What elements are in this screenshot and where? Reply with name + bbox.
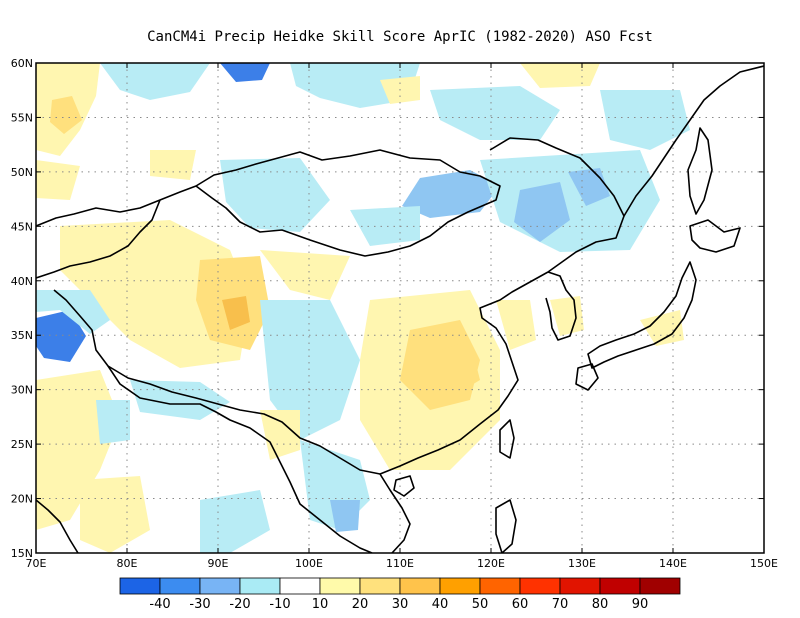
colorbar-label: 50 — [472, 597, 489, 612]
colorbar-label: -10 — [269, 597, 290, 612]
y-tick-label: 20N — [11, 493, 33, 506]
skill-patch — [330, 500, 360, 532]
taiwan — [499, 419, 515, 459]
y-tick-label: 50N — [11, 166, 33, 179]
y-tick-label: 15N — [11, 547, 33, 560]
x-tick-label: 130E — [568, 557, 596, 570]
colorbar-swatch — [359, 577, 401, 595]
china-southwest-border — [53, 289, 381, 475]
colorbar-label: -40 — [149, 597, 170, 612]
y-tick-label: 30N — [11, 384, 33, 397]
indochina-coast — [379, 473, 411, 553]
colorbar-label: 10 — [312, 597, 329, 612]
y-tick-label: 40N — [11, 275, 33, 288]
axis-ticks — [35, 62, 765, 554]
colorbar-label: 40 — [432, 597, 449, 612]
china-northeast-border — [489, 137, 625, 273]
japan-kyushu — [575, 363, 599, 391]
colorbar-swatch — [399, 577, 441, 595]
x-tick-label: 110E — [386, 557, 414, 570]
skill-patch — [600, 90, 690, 150]
skill-patch — [220, 158, 330, 232]
colorbar-swatch — [559, 577, 601, 595]
colorbar-label: 60 — [512, 597, 529, 612]
skill-patch — [260, 410, 300, 460]
colorbar-swatch — [239, 577, 281, 595]
hainan — [393, 475, 415, 497]
skill-patch — [430, 86, 560, 140]
skill-patch — [514, 182, 570, 242]
colorbar-label: 90 — [632, 597, 649, 612]
skill-patch — [36, 160, 80, 200]
skill-patch — [496, 300, 536, 350]
skill-patch — [150, 150, 196, 180]
y-tick-label: 55N — [11, 111, 33, 124]
x-tick-label: 90E — [208, 557, 229, 570]
colorbar-swatch — [439, 577, 481, 595]
colorbar-swatch — [599, 577, 641, 595]
skill-patch — [350, 206, 420, 246]
y-tick-label: 25N — [11, 438, 33, 451]
india-coast — [36, 499, 79, 553]
x-tick-label: 120E — [477, 557, 505, 570]
colorbar-swatch — [159, 577, 201, 595]
skill-patch — [550, 296, 584, 336]
skill-patch — [80, 476, 150, 553]
mongolia-border — [195, 149, 501, 257]
skill-patch — [402, 170, 500, 218]
skill-patch — [96, 400, 130, 444]
x-tick-label: 80E — [117, 557, 138, 570]
y-tick-label: 45N — [11, 220, 33, 233]
japan-hokkaido — [689, 219, 741, 253]
russia-pacific-coast — [623, 65, 764, 217]
colorbar-swatch — [639, 577, 681, 595]
colorbar-swatch — [519, 577, 561, 595]
tibet-india-border — [107, 365, 373, 553]
x-tick-label: 70E — [26, 557, 47, 570]
x-tick-label: 100E — [295, 557, 323, 570]
colorbar: -40 -30 -20 -10 10 20 30 40 50 60 70 80 90 — [119, 577, 681, 612]
colorbar-label: 30 — [392, 597, 409, 612]
colorbar-swatch — [479, 577, 521, 595]
x-tick-label: 150E — [750, 557, 778, 570]
y-tick-label: 60N — [11, 57, 33, 70]
colorbar-swatch — [119, 577, 161, 595]
x-tick-label: 140E — [659, 557, 687, 570]
philippines-luzon — [495, 499, 517, 553]
colorbar-swatch — [199, 577, 241, 595]
china-coastline — [379, 271, 549, 475]
kazakhstan-border — [36, 185, 197, 227]
colorbar-label: -30 — [189, 597, 210, 612]
colorbar-swatch — [319, 577, 361, 595]
skill-patch — [220, 63, 270, 82]
y-tick-label: 35N — [11, 329, 33, 342]
skill-patch — [36, 310, 86, 362]
colorbar-label: 80 — [592, 597, 609, 612]
axis-labels: 70E 80E 90E 100E 110E 120E 130E 140E 150E 15N 20N 2… — [11, 57, 778, 570]
skill-patch — [440, 340, 480, 392]
skill-patch — [260, 250, 350, 300]
map-title: CanCM4i Precip Heidke Skill Score AprIC … — [147, 29, 653, 45]
map-gridlines — [36, 63, 764, 553]
skill-patch — [50, 96, 82, 134]
skill-patch — [36, 290, 110, 334]
central-asia-border — [36, 199, 161, 279]
skill-patch — [100, 63, 210, 100]
colorbar-label: 20 — [352, 597, 369, 612]
sakhalin — [687, 127, 713, 215]
colorbar-label: 70 — [552, 597, 569, 612]
skill-patch — [222, 296, 250, 330]
coastlines-and-borders — [36, 65, 764, 553]
skill-patch — [520, 63, 600, 88]
japan-honshu — [587, 261, 697, 369]
korea-coastline — [545, 271, 577, 341]
colorbar-swatch — [279, 577, 321, 595]
colorbar-label: -20 — [229, 597, 250, 612]
